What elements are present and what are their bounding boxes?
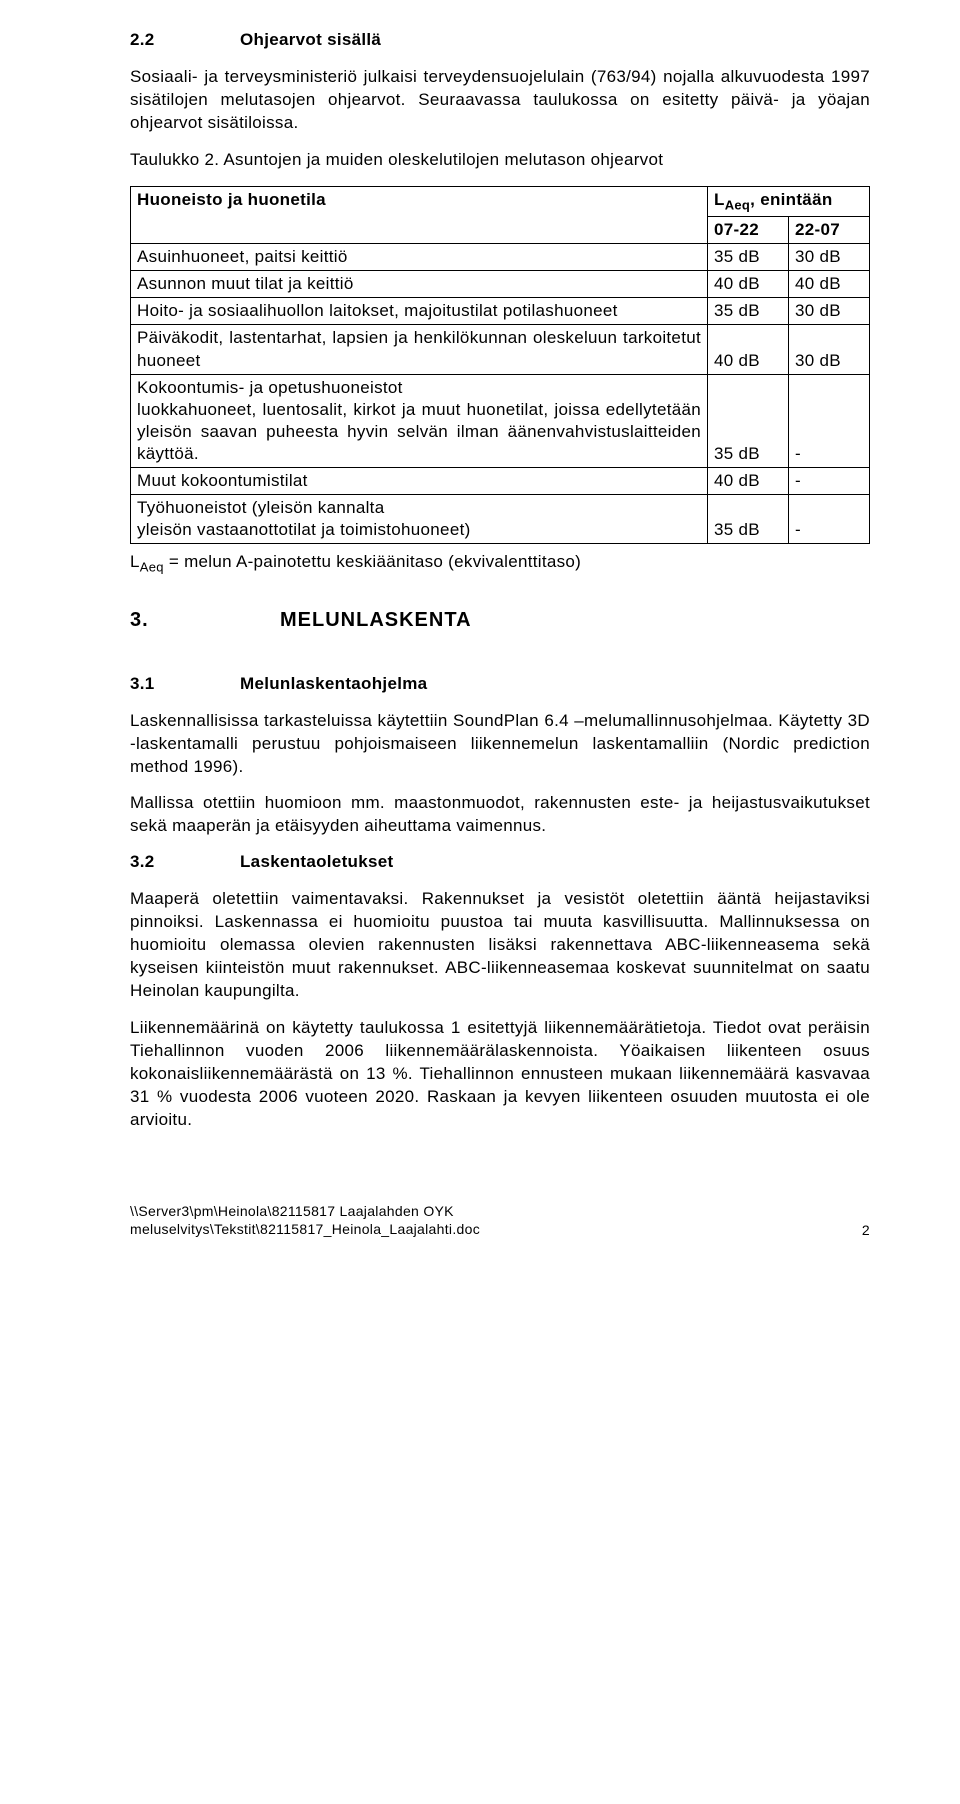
- table-row: Kokoontumis- ja opetushuoneistot luokkah…: [131, 374, 870, 467]
- table-row: Asunnon muut tilat ja keittiö40 dB40 dB: [131, 271, 870, 298]
- table-footnote: LAeq = melun A-painotettu keskiäänitaso …: [130, 552, 870, 574]
- footer-path: \\Server3\pm\Heinola\82115817 Laajalahde…: [130, 1202, 730, 1238]
- paragraph: Sosiaali- ja terveysministeriö julkaisi …: [130, 66, 870, 135]
- section-2-2-heading: 2.2 Ohjearvot sisällä: [130, 30, 870, 50]
- section-title: Ohjearvot sisällä: [240, 30, 381, 50]
- table-cell-label: Kokoontumis- ja opetushuoneistot luokkah…: [131, 374, 708, 467]
- table-row: Päiväkodit, lastentarhat, lapsien ja hen…: [131, 325, 870, 374]
- table-cell-value: 40 dB: [789, 271, 870, 298]
- paragraph: Laskennallisissa tarkasteluissa käytetti…: [130, 710, 870, 779]
- section-title: MELUNLASKENTA: [280, 609, 472, 632]
- table-cell-label: Päiväkodit, lastentarhat, lapsien ja hen…: [131, 325, 708, 374]
- table-col-22-07: 22-07: [789, 217, 870, 244]
- table-col-07-22: 07-22: [708, 217, 789, 244]
- table-row: Asuinhuoneet, paitsi keittiö35 dB30 dB: [131, 244, 870, 271]
- table-caption: Taulukko 2. Asuntojen ja muiden oleskelu…: [130, 149, 870, 172]
- table-cell-label: Hoito- ja sosiaalihuollon laitokset, maj…: [131, 298, 708, 325]
- table-cell-value: -: [789, 374, 870, 467]
- table-cell-value: 40 dB: [708, 467, 789, 494]
- table-cell-label: Asunnon muut tilat ja keittiö: [131, 271, 708, 298]
- table-cell-value: 30 dB: [789, 244, 870, 271]
- section-number: 3.1: [130, 674, 240, 694]
- section-3-heading: 3. MELUNLASKENTA: [130, 609, 870, 632]
- table-row: Hoito- ja sosiaalihuollon laitokset, maj…: [131, 298, 870, 325]
- table-row: Muut kokoontumistilat40 dB-: [131, 467, 870, 494]
- table-header-left: Huoneisto ja huonetila: [131, 186, 708, 243]
- ohjearvot-table: Huoneisto ja huonetila LAeq, enintään 07…: [130, 186, 870, 545]
- section-title: Laskentaoletukset: [240, 852, 393, 872]
- page-footer: \\Server3\pm\Heinola\82115817 Laajalahde…: [130, 1202, 870, 1238]
- section-number: 3.2: [130, 852, 240, 872]
- table-cell-value: -: [789, 467, 870, 494]
- section-number: 3.: [130, 609, 280, 632]
- section-number: 2.2: [130, 30, 240, 50]
- table-cell-label: Muut kokoontumistilat: [131, 467, 708, 494]
- table-cell-value: -: [789, 495, 870, 544]
- section-3-2-heading: 3.2 Laskentaoletukset: [130, 852, 870, 872]
- paragraph: Liikennemäärinä on käytetty taulukossa 1…: [130, 1017, 870, 1132]
- table-row: Työhuoneistot (yleisön kannalta yleisön …: [131, 495, 870, 544]
- table-header-right: LAeq, enintään: [708, 186, 870, 216]
- table-cell-value: 30 dB: [789, 325, 870, 374]
- table-cell-value: 35 dB: [708, 495, 789, 544]
- table-cell-value: 30 dB: [789, 298, 870, 325]
- table-cell-label: Työhuoneistot (yleisön kannalta yleisön …: [131, 495, 708, 544]
- section-3-1-heading: 3.1 Melunlaskentaohjelma: [130, 674, 870, 694]
- paragraph: Mallissa otettiin huomioon mm. maastonmu…: [130, 792, 870, 838]
- table-cell-value: 40 dB: [708, 271, 789, 298]
- table-cell-value: 35 dB: [708, 244, 789, 271]
- table-cell-value: 35 dB: [708, 298, 789, 325]
- table-cell-value: 40 dB: [708, 325, 789, 374]
- table-cell-value: 35 dB: [708, 374, 789, 467]
- page-number: 2: [862, 1222, 870, 1238]
- paragraph: Maaperä oletettiin vaimentavaksi. Rakenn…: [130, 888, 870, 1003]
- section-title: Melunlaskentaohjelma: [240, 674, 427, 694]
- table-cell-label: Asuinhuoneet, paitsi keittiö: [131, 244, 708, 271]
